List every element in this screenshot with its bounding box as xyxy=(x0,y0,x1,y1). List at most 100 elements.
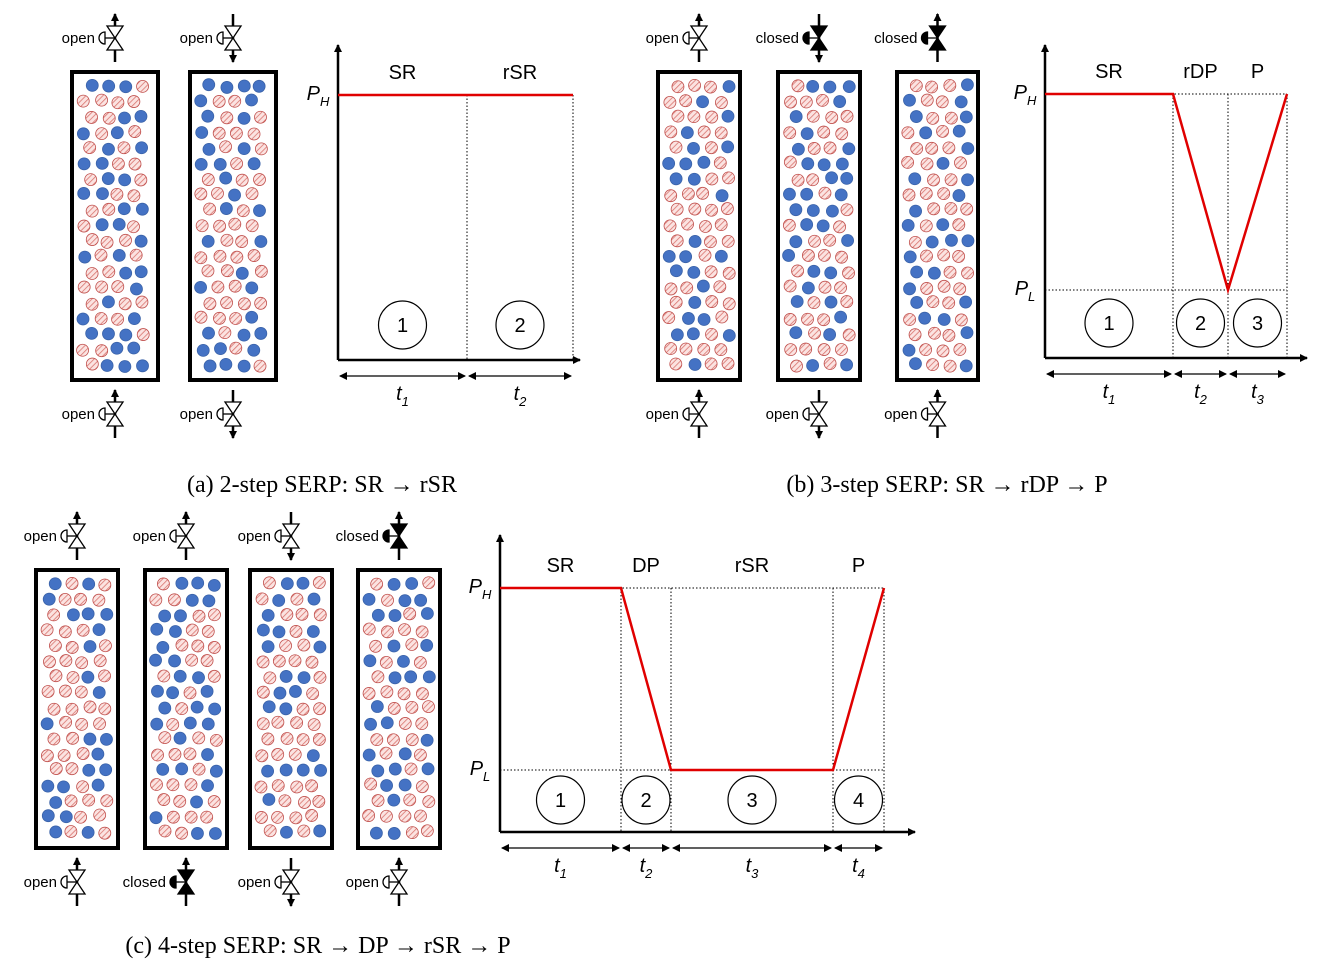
particle xyxy=(825,296,837,308)
particle xyxy=(706,328,718,340)
particle xyxy=(42,810,54,822)
particle xyxy=(159,610,171,622)
adsorption-column xyxy=(778,72,860,380)
particle xyxy=(824,358,836,370)
particle xyxy=(381,717,393,729)
subscript: 1 xyxy=(560,866,567,881)
particle xyxy=(192,577,204,589)
particle xyxy=(313,795,325,807)
particle xyxy=(94,655,106,667)
particle xyxy=(818,344,830,356)
particle xyxy=(921,158,933,170)
valve-state: open xyxy=(346,874,379,891)
particle xyxy=(705,266,717,278)
particle xyxy=(67,609,79,621)
particle xyxy=(835,189,847,201)
particle xyxy=(807,110,819,122)
particle xyxy=(195,188,207,200)
particle xyxy=(715,344,727,356)
particle xyxy=(792,80,804,92)
particle xyxy=(221,265,233,277)
particle xyxy=(817,94,829,106)
particle xyxy=(809,327,821,339)
particle xyxy=(253,80,265,92)
particle xyxy=(274,687,286,699)
particle xyxy=(928,327,940,339)
particle xyxy=(399,779,411,791)
particle xyxy=(953,219,965,231)
particle xyxy=(157,578,169,590)
valve xyxy=(99,390,123,438)
particle xyxy=(77,313,89,325)
particle xyxy=(41,750,53,762)
particle xyxy=(77,128,89,140)
particle xyxy=(291,781,303,793)
particle xyxy=(415,810,427,822)
particle xyxy=(819,187,831,199)
particle xyxy=(415,594,427,606)
valve-state: closed xyxy=(756,30,799,47)
particle xyxy=(157,641,169,653)
particle xyxy=(128,190,140,202)
particle xyxy=(272,780,284,792)
particle xyxy=(263,701,275,713)
particle xyxy=(193,672,205,684)
particle xyxy=(945,112,957,124)
particle xyxy=(99,827,111,839)
particle xyxy=(86,111,98,123)
particle xyxy=(85,174,97,186)
particle xyxy=(307,750,319,762)
particle xyxy=(257,718,269,730)
particle xyxy=(943,297,955,309)
subscript: 2 xyxy=(518,394,527,409)
particle xyxy=(818,314,830,326)
particle xyxy=(204,298,216,310)
particle xyxy=(264,672,276,684)
step-name: P xyxy=(852,555,865,577)
particle xyxy=(214,343,226,355)
step-number: 2 xyxy=(640,790,651,812)
particle xyxy=(405,763,417,775)
particle xyxy=(723,329,735,341)
actuator xyxy=(803,32,809,44)
particle xyxy=(76,657,88,669)
particle xyxy=(280,764,292,776)
valve xyxy=(217,14,241,62)
pressure-label: PL xyxy=(1015,278,1036,304)
particle xyxy=(290,812,302,824)
particle xyxy=(77,344,89,356)
particle xyxy=(151,778,163,790)
particle xyxy=(721,203,733,215)
particle xyxy=(802,282,814,294)
particle xyxy=(167,719,179,731)
particle xyxy=(697,187,709,199)
particle xyxy=(229,189,241,201)
particle xyxy=(184,687,196,699)
particle xyxy=(399,810,411,822)
particle xyxy=(306,656,318,668)
particle xyxy=(48,733,60,745)
particle xyxy=(157,763,169,775)
particle xyxy=(843,81,855,93)
particle xyxy=(82,671,94,683)
particle xyxy=(841,359,853,371)
particle xyxy=(834,96,846,108)
particle xyxy=(715,219,727,231)
particle xyxy=(705,142,717,154)
particle xyxy=(414,657,426,669)
pressure-label: PL xyxy=(470,758,491,784)
particle xyxy=(169,626,181,638)
particle xyxy=(112,281,124,293)
particle xyxy=(176,763,188,775)
particle xyxy=(184,748,196,760)
particle xyxy=(388,827,400,839)
particle xyxy=(257,656,269,668)
particle xyxy=(103,80,115,92)
particle xyxy=(255,781,267,793)
particle xyxy=(784,280,796,292)
valve xyxy=(99,14,123,62)
particle xyxy=(824,81,836,93)
particle xyxy=(706,204,718,216)
symbol: P xyxy=(1014,82,1028,104)
valve xyxy=(217,390,241,438)
